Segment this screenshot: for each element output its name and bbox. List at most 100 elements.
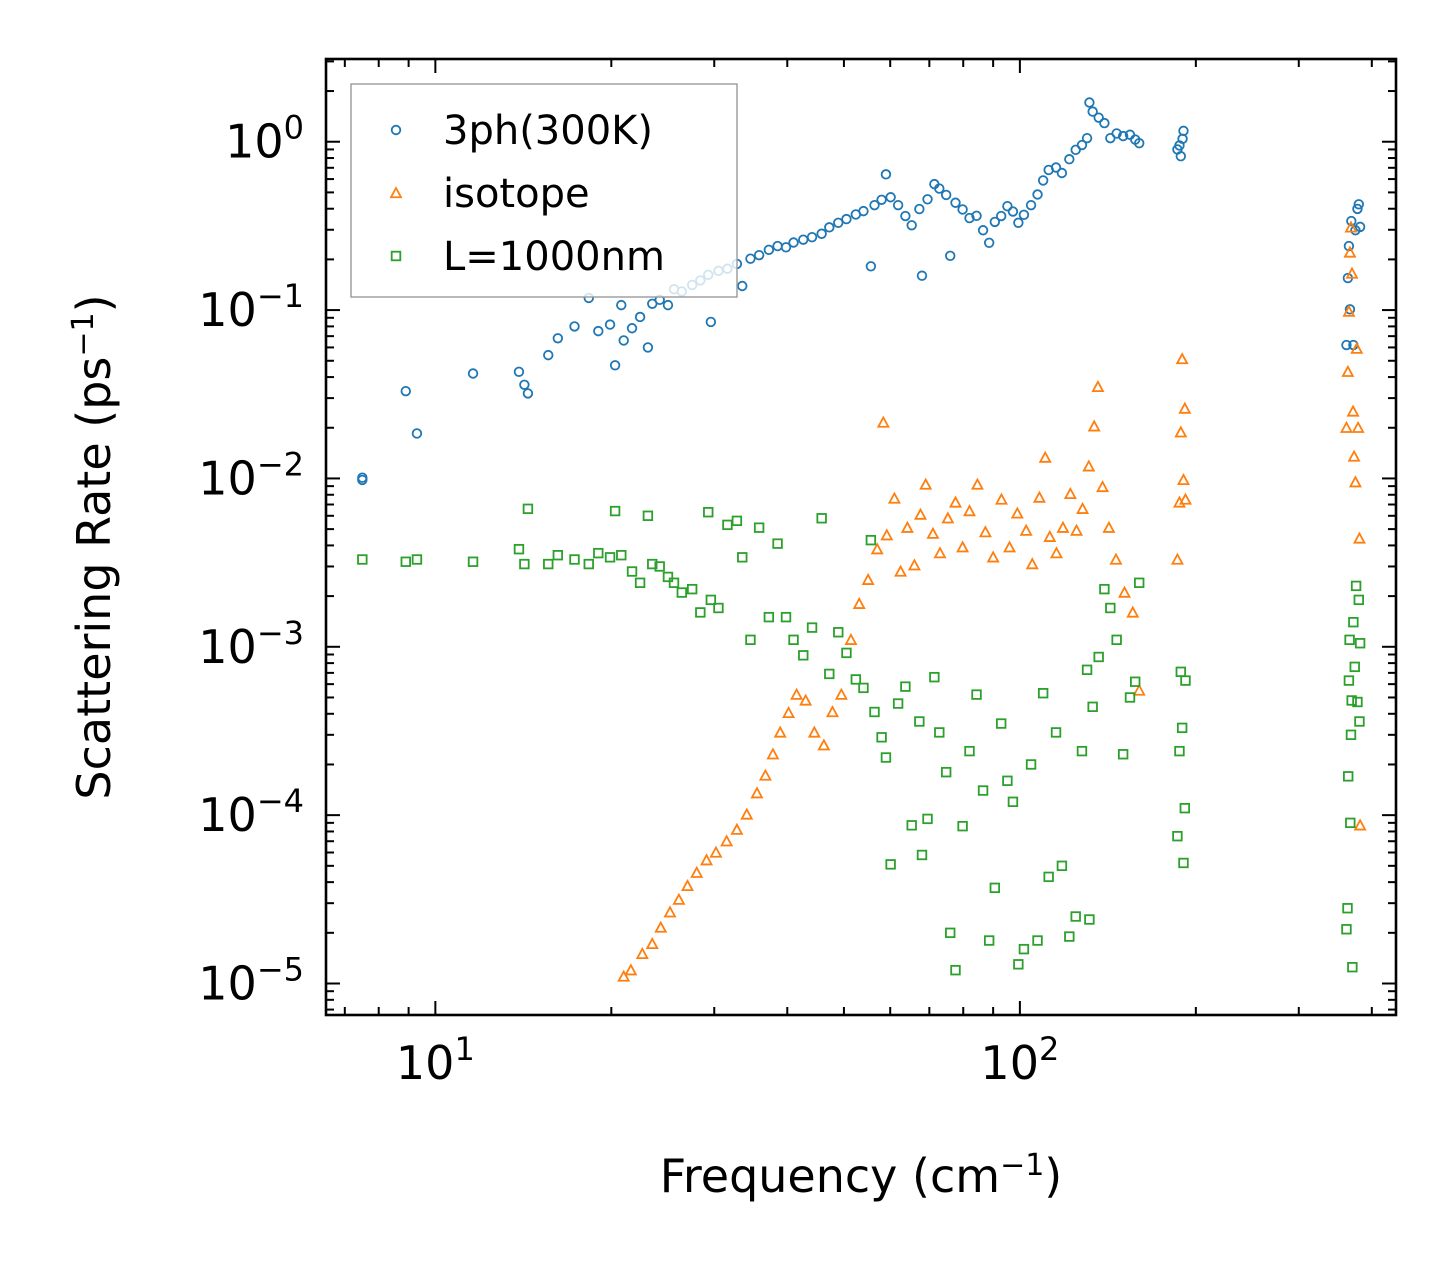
data-point — [635, 946, 649, 960]
data-point — [916, 849, 928, 861]
data-point — [971, 689, 982, 700]
data-point — [926, 526, 940, 539]
data-point — [1084, 914, 1095, 925]
data-point — [662, 299, 674, 311]
data-point — [941, 511, 955, 524]
data-point — [690, 865, 704, 878]
data-point — [609, 505, 621, 517]
data-point — [604, 552, 616, 563]
data-point — [1345, 729, 1357, 741]
data-point — [766, 747, 780, 760]
data-point — [869, 199, 880, 211]
data-point — [467, 556, 479, 567]
data-point — [1102, 520, 1116, 533]
data-point — [705, 594, 717, 606]
data-point — [977, 225, 989, 236]
data-point — [1342, 304, 1356, 317]
data-point — [907, 558, 921, 571]
data-point — [1111, 634, 1122, 646]
data-point — [989, 216, 1001, 228]
data-point — [788, 237, 799, 248]
data-point — [1076, 745, 1088, 757]
data-point — [763, 611, 775, 623]
data-point — [583, 558, 594, 570]
data-point — [705, 316, 717, 328]
data-point — [543, 558, 554, 570]
data-point — [922, 813, 933, 825]
legend-item: 3ph(300K) — [390, 108, 653, 154]
data-point — [642, 510, 654, 521]
data-point — [1038, 450, 1052, 463]
data-point — [1130, 676, 1141, 687]
y-tick-label: 10−1 — [198, 277, 304, 337]
data-point — [957, 204, 968, 215]
data-point — [1099, 117, 1110, 129]
data-point — [906, 820, 917, 831]
data-point — [1346, 404, 1360, 417]
data-point — [869, 706, 880, 718]
data-point — [780, 611, 792, 623]
data-point — [1043, 871, 1054, 883]
data-point — [1174, 425, 1188, 438]
data-point — [357, 474, 368, 486]
data-point — [1354, 221, 1366, 233]
data-point — [1343, 245, 1357, 258]
data-point — [957, 820, 968, 832]
data-point — [1093, 651, 1104, 663]
data-point — [618, 335, 629, 346]
data-point — [668, 577, 680, 588]
data-point — [978, 525, 992, 538]
data-point — [1064, 931, 1075, 942]
y-tick-label: 10−4 — [198, 782, 304, 842]
series-layer — [357, 97, 1367, 982]
data-point — [1032, 189, 1043, 200]
data-point — [956, 540, 970, 553]
data-point — [892, 698, 904, 709]
data-point — [892, 199, 904, 211]
data-point — [977, 785, 989, 796]
data-point — [663, 905, 677, 918]
data-point — [411, 428, 423, 439]
data-point — [750, 786, 764, 799]
data-point — [1064, 154, 1075, 165]
data-point — [513, 543, 525, 555]
data-point — [1170, 552, 1184, 565]
x-tick-label: 102 — [980, 1030, 1059, 1090]
data-point — [1117, 585, 1132, 598]
data-point — [788, 634, 799, 646]
data-point — [1056, 860, 1068, 872]
data-point — [964, 745, 975, 757]
data-point — [654, 561, 665, 572]
data-point — [593, 325, 604, 337]
y-tick-label: 100 — [225, 109, 304, 169]
data-point — [850, 674, 862, 685]
data-point — [1348, 475, 1362, 488]
data-point — [1049, 546, 1063, 559]
data-point — [1345, 266, 1359, 279]
legend: 3ph(300K) isotope L=1000nm — [350, 83, 738, 298]
data-point — [841, 647, 852, 659]
data-point — [1056, 167, 1068, 179]
data-point — [1050, 727, 1062, 738]
data-point — [1037, 175, 1049, 186]
data-point — [922, 194, 933, 205]
data-point — [617, 969, 631, 982]
data-point — [934, 727, 945, 738]
y-axis-label: Scattering Rate (ps−1) — [66, 294, 122, 799]
data-point — [593, 547, 604, 559]
data-point — [1082, 459, 1096, 472]
data-point — [1096, 480, 1110, 493]
data-point — [876, 732, 887, 743]
data-point — [730, 822, 744, 835]
data-point — [1002, 775, 1013, 786]
data-point — [799, 693, 813, 706]
data-point — [870, 542, 884, 555]
data-point — [654, 920, 668, 933]
data-point — [945, 927, 956, 939]
data-point — [1341, 364, 1355, 377]
data-point — [552, 333, 564, 344]
data-point — [876, 415, 890, 428]
legend-item: L=1000nm — [390, 234, 665, 280]
data-point — [626, 323, 638, 334]
data-point — [1084, 97, 1095, 108]
